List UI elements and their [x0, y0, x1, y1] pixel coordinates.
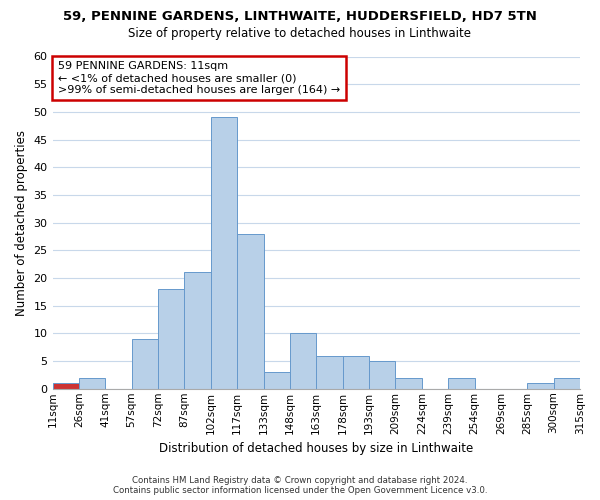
Bar: [131, 339, 158, 389]
Text: Contains HM Land Registry data © Crown copyright and database right 2024.
Contai: Contains HM Land Registry data © Crown c…: [113, 476, 487, 495]
Bar: [263, 372, 290, 389]
Bar: [448, 378, 475, 389]
Text: 59, PENNINE GARDENS, LINTHWAITE, HUDDERSFIELD, HD7 5TN: 59, PENNINE GARDENS, LINTHWAITE, HUDDERS…: [63, 10, 537, 23]
Text: 59 PENNINE GARDENS: 11sqm
← <1% of detached houses are smaller (0)
>99% of semi-: 59 PENNINE GARDENS: 11sqm ← <1% of detac…: [58, 62, 340, 94]
Bar: [554, 378, 580, 389]
Y-axis label: Number of detached properties: Number of detached properties: [15, 130, 28, 316]
Bar: [316, 356, 343, 389]
Bar: [290, 334, 316, 389]
Text: Size of property relative to detached houses in Linthwaite: Size of property relative to detached ho…: [128, 28, 472, 40]
Bar: [369, 361, 395, 389]
Bar: [343, 356, 369, 389]
Bar: [237, 234, 263, 389]
Bar: [79, 378, 105, 389]
Bar: [211, 118, 237, 389]
X-axis label: Distribution of detached houses by size in Linthwaite: Distribution of detached houses by size …: [159, 442, 473, 455]
Bar: [184, 272, 211, 389]
Bar: [395, 378, 422, 389]
Bar: [527, 383, 554, 389]
Bar: [53, 383, 79, 389]
Bar: [158, 289, 184, 389]
